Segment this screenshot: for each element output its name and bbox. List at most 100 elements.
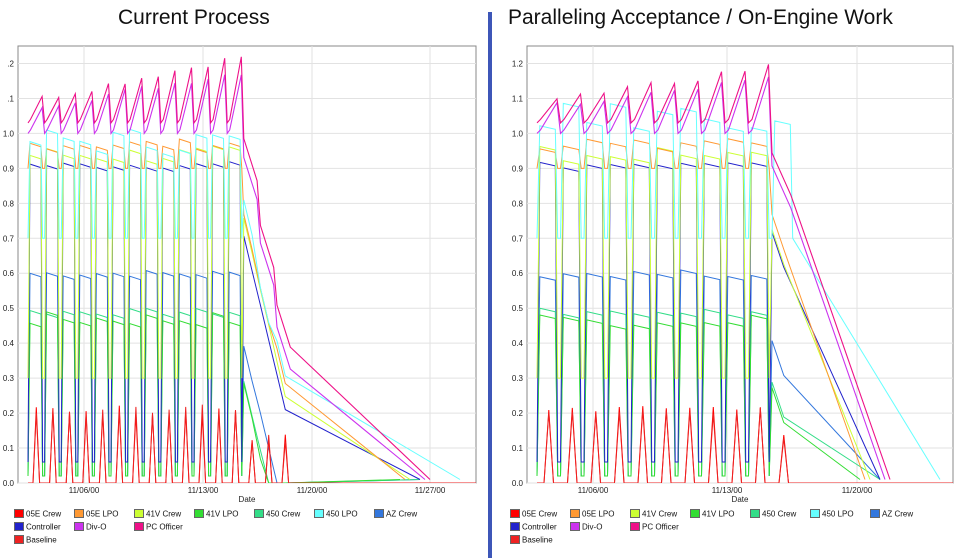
legend-swatch bbox=[630, 509, 640, 519]
series-line-450-lpo bbox=[536, 102, 941, 480]
y-tick-label: 0.6 bbox=[3, 269, 15, 278]
legend-label: 05E Crew bbox=[26, 509, 62, 519]
legend-swatch bbox=[134, 509, 144, 519]
panel-divider bbox=[488, 12, 492, 558]
legend-swatch bbox=[14, 509, 24, 519]
series-line-baseline bbox=[28, 404, 476, 483]
legend-item: Controller bbox=[510, 521, 557, 532]
legend-item: 450 LPO bbox=[810, 508, 854, 519]
y-tick-label: 0.9 bbox=[3, 164, 15, 173]
y-tick-label: 0.7 bbox=[3, 234, 15, 243]
legend-item: 05E LPO bbox=[74, 508, 118, 519]
x-tick-label: 11/13/00 bbox=[188, 486, 219, 495]
legend-swatch bbox=[750, 509, 760, 519]
legend-swatch bbox=[690, 509, 700, 519]
x-axis-label: Date bbox=[732, 495, 749, 504]
legend-label: 41V Crew bbox=[642, 509, 678, 519]
legend-label: AZ Crew bbox=[386, 509, 418, 519]
y-tick-label: 1.1 bbox=[512, 94, 524, 103]
y-tick-label: 0.4 bbox=[3, 339, 15, 348]
legend-item: AZ Crew bbox=[374, 508, 417, 519]
legend-label: PC Officer bbox=[146, 522, 183, 532]
y-tick-label: 0.8 bbox=[512, 199, 524, 208]
legend-item: Div-O bbox=[570, 521, 602, 532]
y-tick-label: 0.2 bbox=[512, 409, 524, 418]
y-tick-label: 1.0 bbox=[3, 129, 15, 138]
series-line-41v-crew bbox=[536, 145, 871, 480]
legend-item: 450 Crew bbox=[254, 508, 300, 519]
legend-swatch bbox=[14, 535, 24, 545]
legend-label: Controller bbox=[26, 522, 61, 532]
legend-item: 450 LPO bbox=[314, 508, 358, 519]
legend-swatch bbox=[74, 522, 84, 532]
series-line-div-o bbox=[536, 76, 886, 480]
y-tick-label: 0.7 bbox=[512, 234, 524, 243]
legend-label: 450 LPO bbox=[822, 509, 854, 519]
series-line-baseline bbox=[537, 407, 953, 483]
y-tick-label: 0.3 bbox=[512, 374, 524, 383]
y-tick-label: 0.6 bbox=[512, 269, 524, 278]
legend-item: Div-O bbox=[74, 521, 106, 532]
legend-swatch bbox=[134, 522, 144, 532]
left-legend: 05E Crew 05E LPO 41V Crew 41V LPO 450 Crew 45… bbox=[14, 508, 484, 548]
legend-item: PC Officer bbox=[134, 521, 183, 532]
series-line-41v-lpo bbox=[536, 314, 861, 480]
legend-item: Baseline bbox=[510, 534, 553, 545]
legend-label: 41V LPO bbox=[206, 509, 239, 519]
legend-item: Baseline bbox=[14, 534, 57, 545]
legend-label: 41V Crew bbox=[146, 509, 182, 519]
x-tick-label: 11/13/00 bbox=[712, 486, 743, 495]
series-line-div-o bbox=[27, 74, 426, 480]
y-tick-label: 0.4 bbox=[512, 339, 524, 348]
legend-item: Controller bbox=[14, 521, 61, 532]
series-line-05e-lpo bbox=[536, 138, 866, 480]
legend-swatch bbox=[254, 509, 264, 519]
x-axis-label: Date bbox=[239, 495, 256, 504]
y-tick-label: 0.1 bbox=[512, 444, 524, 453]
legend-label: Baseline bbox=[522, 535, 553, 545]
x-tick-label: 11/06/00 bbox=[69, 486, 100, 495]
legend-swatch bbox=[374, 509, 384, 519]
legend-label: 05E Crew bbox=[522, 509, 558, 519]
legend-label: 05E LPO bbox=[86, 509, 119, 519]
legend-item: 05E Crew bbox=[510, 508, 557, 519]
legend-swatch bbox=[870, 509, 880, 519]
y-tick-label: 1.0 bbox=[512, 129, 524, 138]
y-tick-label: 0.5 bbox=[3, 304, 15, 313]
legend-swatch bbox=[510, 535, 520, 545]
legend-swatch bbox=[570, 509, 580, 519]
legend-item: 05E Crew bbox=[14, 508, 61, 519]
legend-label: Baseline bbox=[26, 535, 57, 545]
y-tick-label: 0.1 bbox=[3, 444, 15, 453]
plot-area bbox=[526, 45, 954, 484]
legend-swatch bbox=[194, 509, 204, 519]
y-tick-label: 0.9 bbox=[512, 164, 524, 173]
series-line-pc-officer bbox=[27, 56, 431, 480]
y-tick-label: 0.2 bbox=[3, 409, 15, 418]
legend-label: 450 Crew bbox=[762, 509, 797, 519]
x-tick-label: 11/06/00 bbox=[578, 486, 609, 495]
right-legend: 05E Crew 05E LPO 41V Crew 41V LPO 450 Crew 45… bbox=[510, 508, 955, 548]
legend-swatch bbox=[810, 509, 820, 519]
legend-item: 41V Crew bbox=[630, 508, 677, 519]
legend-label: PC Officer bbox=[642, 522, 679, 532]
legend-item: 05E LPO bbox=[570, 508, 614, 519]
legend-label: 450 Crew bbox=[266, 509, 301, 519]
y-tick-label: 0.8 bbox=[3, 199, 15, 208]
y-tick-label: .1 bbox=[7, 94, 14, 103]
legend-item: PC Officer bbox=[630, 521, 679, 532]
y-tick-label: .2 bbox=[7, 59, 14, 68]
legend-swatch bbox=[314, 509, 324, 519]
legend-label: Controller bbox=[522, 522, 557, 532]
legend-label: Div-O bbox=[582, 522, 603, 532]
series-line-pc-officer bbox=[536, 64, 891, 480]
legend-swatch bbox=[570, 522, 580, 532]
legend-item: 41V LPO bbox=[194, 508, 238, 519]
legend-swatch bbox=[510, 509, 520, 519]
left-chart: .2 .1 1.0 0.9 0.8 0.7 0.6 0.5 0.4 0.3 0.2 0.1 0.0 11/… bbox=[3, 45, 477, 504]
left-chart-title: Current Process bbox=[118, 6, 270, 29]
legend-label: Div-O bbox=[86, 522, 107, 532]
series-line-450-lpo bbox=[27, 128, 461, 480]
